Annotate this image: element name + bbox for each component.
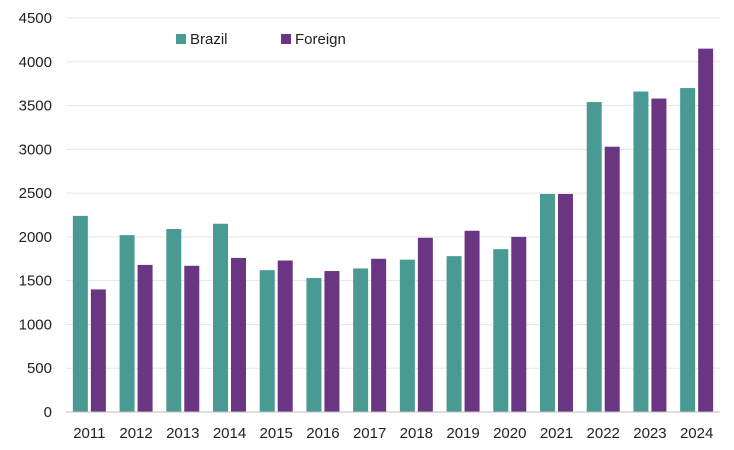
bar-brazil-2017 (353, 268, 369, 412)
bar-brazil-2023 (633, 91, 649, 413)
y-tick-label: 2500 (19, 185, 52, 202)
x-tick-label: 2018 (400, 425, 433, 442)
bar-foreign-2023 (651, 98, 667, 412)
bar-brazil-2013 (166, 229, 182, 412)
x-tick-label: 2019 (446, 425, 479, 442)
bar-foreign-2019 (464, 230, 480, 412)
y-tick-label: 4000 (19, 54, 52, 71)
bar-foreign-2022 (604, 146, 620, 412)
bar-brazil-2012 (119, 235, 135, 412)
bar-brazil-2019 (446, 256, 462, 412)
x-tick-label: 2024 (680, 425, 713, 442)
legend-label-foreign: Foreign (295, 31, 346, 48)
x-tick-label: 2023 (633, 425, 666, 442)
x-axis-tick-labels: 2011 2012 2013 2014 2015 2016 2017 2018 2019 2020… (73, 425, 713, 442)
bar-brazil-2015 (259, 270, 275, 412)
y-tick-label: 4500 (19, 10, 52, 27)
bar-foreign-2015 (277, 260, 293, 412)
bar-foreign-2013 (184, 265, 200, 412)
y-tick-label: 500 (27, 360, 52, 377)
bar-foreign-2020 (511, 236, 527, 412)
y-tick-label: 3000 (19, 141, 52, 158)
bar-brazil-2018 (399, 259, 415, 412)
bar-foreign-2021 (558, 193, 573, 412)
x-tick-label: 2015 (260, 425, 293, 442)
x-tick-label: 2016 (306, 425, 339, 442)
bar-brazil-2024 (680, 88, 696, 413)
x-tick-label: 2011 (73, 425, 105, 442)
x-tick-label: 2022 (587, 425, 620, 442)
legend-swatch-foreign (281, 34, 291, 44)
bars (72, 48, 714, 413)
bar-brazil-2016 (306, 278, 322, 412)
bar-brazil-2014 (213, 223, 228, 412)
y-tick-label: 1500 (19, 273, 52, 290)
y-tick-label: 1000 (19, 316, 52, 333)
y-tick-label: 2000 (19, 229, 52, 246)
bar-brazil-2022 (586, 102, 602, 412)
gridlines (66, 17, 720, 369)
bar-foreign-2024 (698, 48, 714, 413)
bar-foreign-2012 (137, 264, 153, 412)
x-tick-label: 2013 (166, 425, 199, 442)
legend-label-brazil: Brazil (190, 31, 228, 48)
y-tick-label: 0 (44, 404, 52, 421)
legend-swatch-brazil (176, 34, 186, 44)
bar-foreign-2014 (231, 257, 246, 412)
x-tick-label: 2021 (540, 425, 573, 442)
bar-brazil-2011 (72, 215, 88, 412)
x-tick-label: 2014 (213, 425, 246, 442)
bar-foreign-2016 (324, 271, 340, 412)
legend: Brazil Foreign (176, 31, 346, 48)
x-tick-label: 2020 (493, 425, 526, 442)
y-tick-label: 3500 (19, 98, 52, 115)
y-axis-tick-labels: 0 500 1000 1500 2000 2500 3000 3500 4000 4500 (19, 10, 52, 421)
bar-foreign-2017 (371, 258, 387, 412)
x-tick-label: 2012 (119, 425, 152, 442)
bar-foreign-2011 (90, 289, 106, 412)
bar-brazil-2021 (540, 193, 555, 412)
bar-foreign-2018 (417, 237, 433, 412)
bar-brazil-2020 (493, 249, 509, 412)
x-tick-label: 2017 (353, 425, 386, 442)
